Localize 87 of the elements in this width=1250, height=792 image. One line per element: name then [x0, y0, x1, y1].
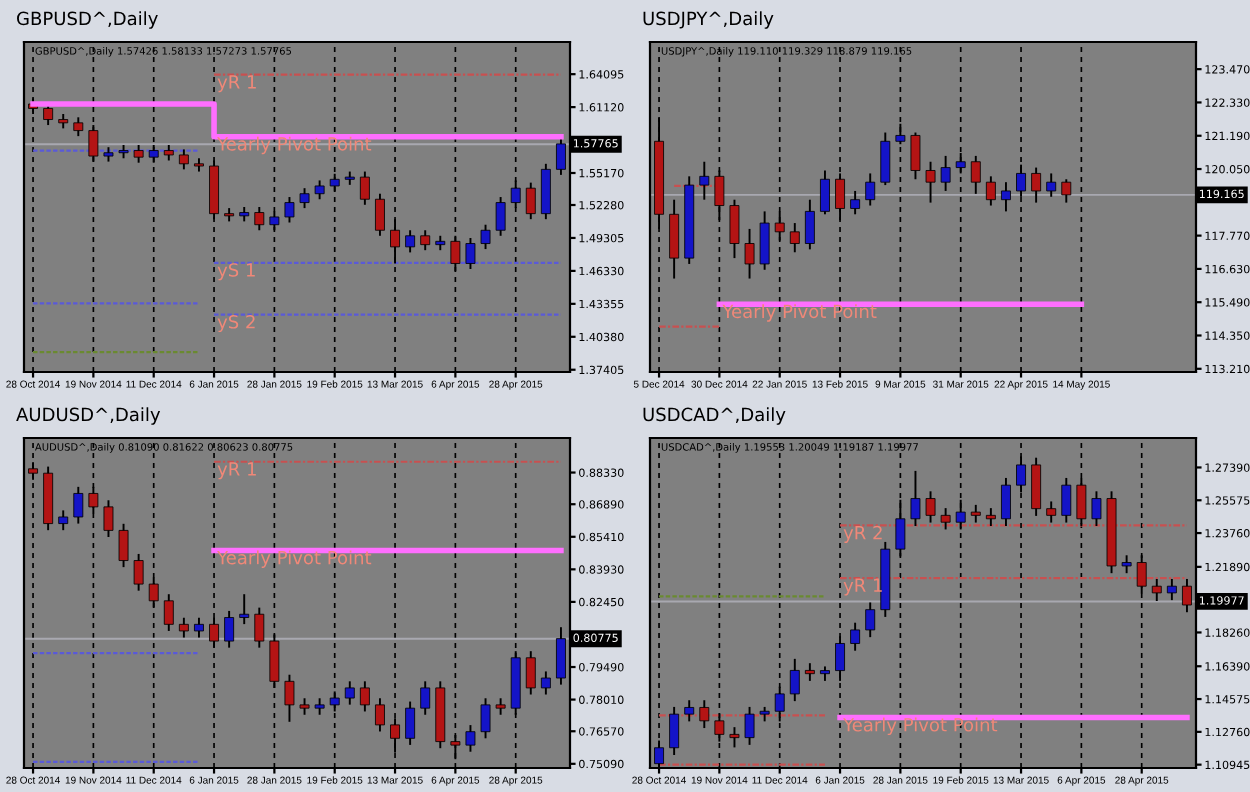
candlestick	[299, 187, 310, 210]
chart-title: GBPUSD^,Daily	[17, 11, 158, 29]
candlestick	[1031, 456, 1042, 517]
candlestick	[118, 522, 129, 569]
candlestick	[684, 699, 695, 723]
candlestick	[744, 705, 755, 746]
candlestick	[254, 206, 265, 232]
candlestick	[163, 593, 174, 632]
candlestick	[239, 593, 250, 626]
candlestick	[1046, 172, 1057, 198]
candlestick	[789, 657, 800, 703]
candlestick	[480, 223, 491, 251]
candlestick	[133, 552, 144, 592]
candlestick	[910, 131, 921, 181]
candlestick	[729, 198, 740, 260]
candlestick	[284, 673, 295, 723]
candlestick	[1061, 178, 1072, 204]
candlestick	[985, 175, 996, 207]
candlestick	[540, 162, 551, 221]
candlestick	[224, 609, 235, 649]
candlestick	[525, 650, 536, 696]
candlestick	[729, 726, 740, 749]
candlestick	[375, 192, 385, 237]
candlestick	[103, 499, 114, 538]
series-label: yR 1	[217, 462, 256, 480]
candlestick	[73, 116, 84, 138]
candlestick	[1001, 181, 1011, 213]
candlestick	[73, 485, 84, 525]
candlestick	[669, 705, 680, 756]
series-label: yR 2	[843, 525, 882, 543]
candlestick	[254, 606, 265, 649]
series-label: yS 1	[217, 263, 255, 281]
candlestick	[540, 670, 551, 696]
candlestick	[420, 229, 431, 252]
candlestick	[789, 222, 800, 254]
series-label: yR 1	[217, 75, 256, 93]
candlestick	[58, 509, 69, 532]
candlestick	[759, 210, 770, 271]
candlestick	[1061, 476, 1072, 524]
candlestick	[1151, 577, 1162, 602]
candlestick	[970, 154, 981, 195]
candlestick	[465, 237, 476, 270]
chart-title: AUDUSD^,Daily	[16, 407, 161, 425]
series-label: Yearly Pivot Point	[217, 136, 372, 155]
candlestick	[820, 169, 830, 216]
candlestick	[178, 148, 189, 171]
candlestick	[359, 170, 370, 206]
candlestick	[480, 697, 491, 740]
candlestick	[375, 697, 385, 733]
candlestick	[940, 507, 951, 531]
candlestick	[925, 160, 936, 204]
chart-title: USDCAD^,Daily	[643, 407, 786, 425]
candlestick	[669, 198, 680, 280]
candlestick	[744, 227, 755, 280]
candlestick	[699, 699, 710, 730]
candlestick	[314, 179, 325, 201]
candlestick	[1166, 577, 1177, 602]
candlestick	[284, 196, 295, 224]
series-label: Yearly Pivot Point	[217, 550, 372, 568]
candlestick	[850, 621, 861, 652]
candlestick	[420, 680, 431, 716]
candlestick	[525, 181, 536, 221]
candlestick	[699, 160, 710, 201]
candlestick	[1031, 166, 1042, 204]
candlestick	[804, 198, 815, 251]
candlestick	[1001, 476, 1011, 527]
candlestick	[178, 616, 189, 639]
candlestick	[405, 700, 416, 746]
candlestick	[465, 724, 476, 753]
chart-title: USDJPY^,Daily	[643, 11, 774, 29]
candlestick	[1046, 500, 1057, 524]
candlestick	[925, 490, 936, 524]
candlestick	[940, 154, 951, 192]
candlestick	[344, 680, 355, 706]
candlestick	[850, 189, 861, 216]
series-label: Yearly Pivot Point	[843, 717, 998, 736]
series-label: Yearly Pivot Point	[722, 304, 877, 322]
candlestick	[865, 601, 876, 639]
candlestick	[880, 131, 891, 187]
candlestick	[495, 196, 506, 237]
candlestick	[194, 616, 204, 639]
candlestick	[405, 229, 416, 254]
series-label: yS 2	[217, 314, 255, 333]
candlestick	[910, 469, 921, 527]
candlestick	[1091, 490, 1102, 527]
candlestick	[865, 172, 876, 207]
candlestick	[359, 680, 370, 713]
